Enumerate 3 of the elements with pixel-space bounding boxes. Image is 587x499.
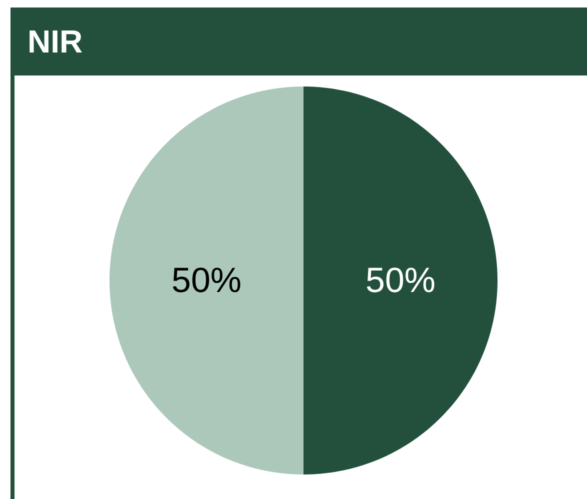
data-label: 50% [171,261,242,300]
data-label: 50% [365,261,436,300]
chart-title: NIR [28,24,83,60]
